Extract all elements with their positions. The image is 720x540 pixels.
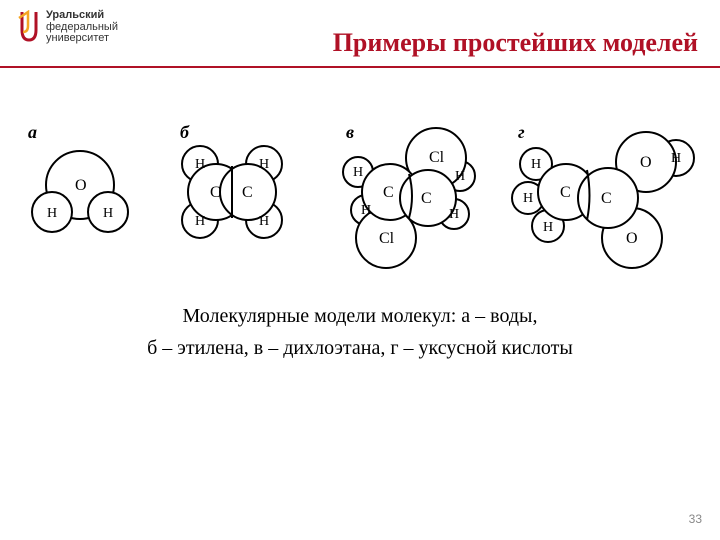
d-h3: H (543, 220, 553, 235)
c-c1: C (383, 184, 394, 201)
university-logo: Уральский федеральный университет (18, 10, 118, 46)
atom-h1: H (47, 206, 57, 221)
molecule-figure: а O H H б H H H H C C в (10, 120, 710, 280)
panel-c-label: в (346, 122, 354, 142)
d-o2: O (626, 230, 638, 247)
b-c1: C (210, 184, 221, 201)
d-c1: C (560, 184, 571, 201)
d-h2: H (523, 191, 533, 206)
atom-h2: H (103, 206, 113, 221)
panel-d-label: г (518, 122, 525, 142)
c-h4: H (449, 207, 459, 222)
panel-a-label: а (28, 122, 37, 142)
atom-o: O (75, 177, 87, 194)
c-cl1: Cl (429, 149, 445, 166)
c-c2: C (421, 190, 432, 207)
c-h1: H (353, 165, 363, 180)
caption-line1: Молекулярные модели молекул: а – воды, (0, 300, 720, 332)
b-h1: H (195, 157, 205, 172)
figure-caption: Молекулярные модели молекул: а – воды, б… (0, 300, 720, 364)
logo-line3: университет (46, 33, 118, 45)
c-h3: H (455, 169, 465, 184)
d-o1: O (640, 154, 652, 171)
panel-b-label: б (180, 122, 190, 142)
b-h4: H (259, 214, 269, 229)
page-number: 33 (689, 512, 702, 526)
d-c2: C (601, 190, 612, 207)
c-h2: H (361, 203, 371, 218)
panel-d: г H H H H O O C C (512, 122, 694, 268)
b-c2: C (242, 184, 253, 201)
b-h3: H (195, 214, 205, 229)
logo-line1: Уральский (46, 10, 118, 22)
b-h2: H (259, 157, 269, 172)
panel-b: б H H H H C C (180, 122, 282, 238)
caption-line2: б – этилена, в – дихлоэтана, г – уксусно… (0, 332, 720, 364)
panel-c: в H H H H Cl Cl C C (343, 122, 475, 268)
d-h4: H (671, 151, 681, 166)
c-cl2: Cl (379, 230, 395, 247)
slide-title: Примеры простейших моделей (333, 28, 698, 58)
logo-mark-icon (18, 10, 40, 46)
panel-a: а O H H (28, 122, 128, 232)
title-rule (0, 66, 720, 68)
d-h1: H (531, 157, 541, 172)
logo-text: Уральский федеральный университет (46, 10, 118, 45)
